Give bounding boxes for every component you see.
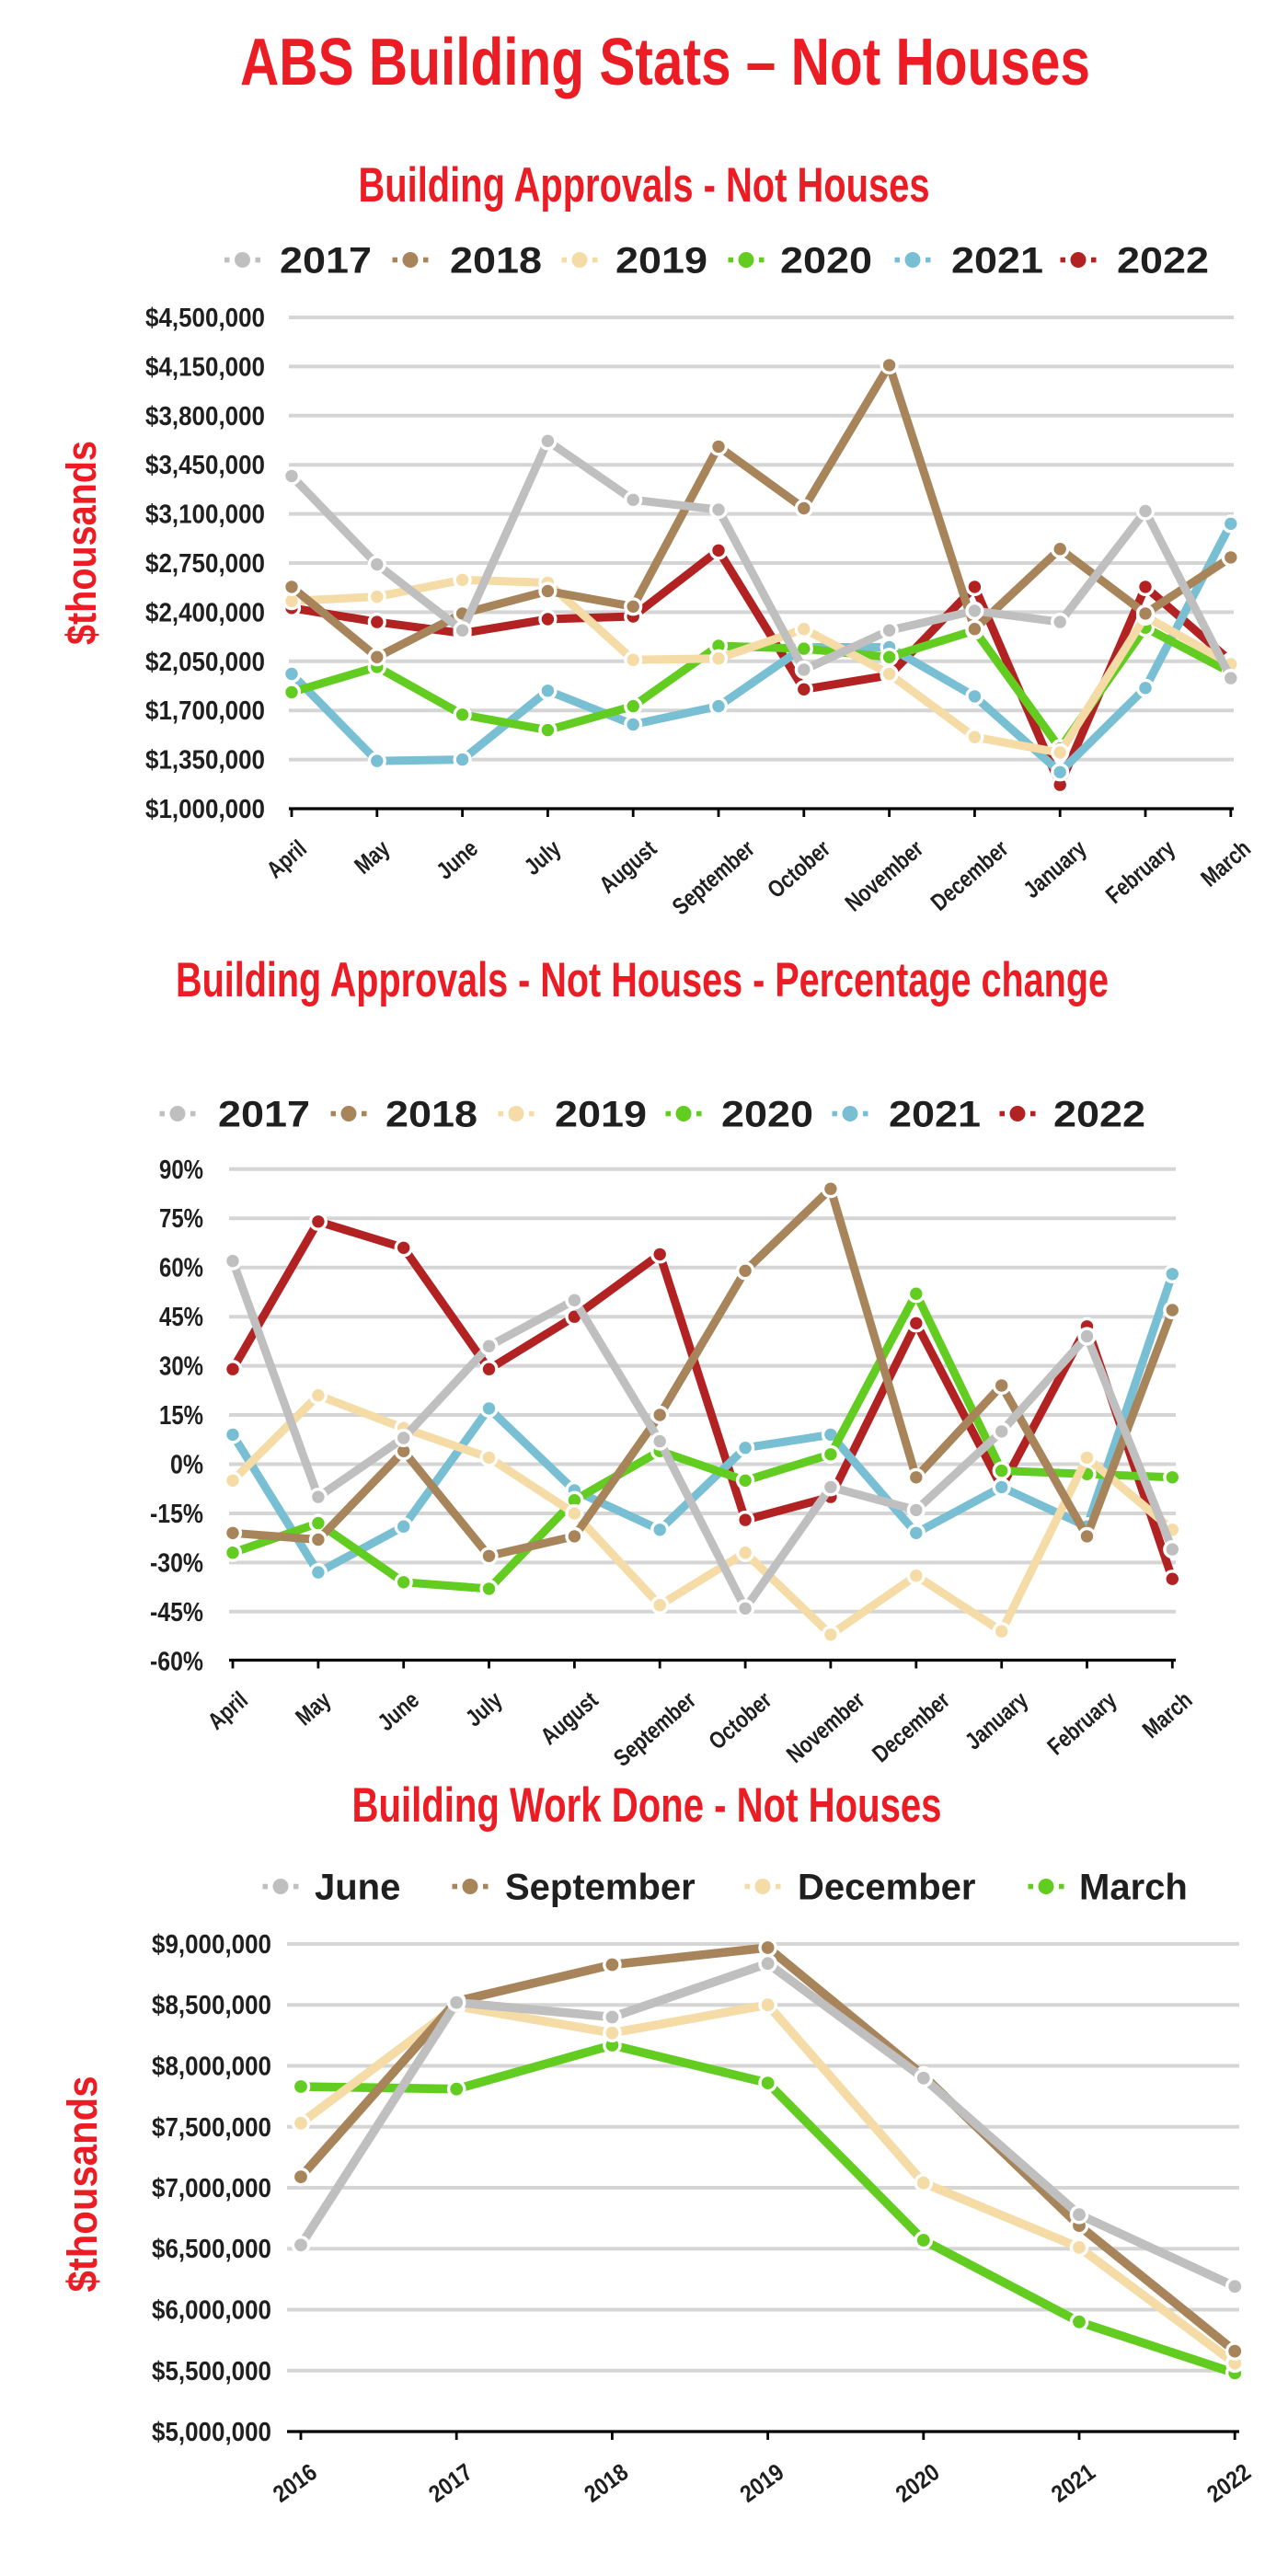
svg-text:September: September: [505, 1867, 696, 1907]
svg-text:2021: 2021: [951, 240, 1043, 281]
svg-text:$1,000,000: $1,000,000: [145, 795, 265, 824]
svg-text:2019: 2019: [615, 240, 707, 281]
svg-text:May: May: [349, 834, 395, 880]
svg-text:0%: 0%: [170, 1451, 203, 1480]
svg-text:Building Approvals - Not House: Building Approvals - Not Houses - Percen…: [176, 953, 1109, 1007]
svg-text:March: March: [1195, 834, 1256, 892]
svg-text:$7,500,000: $7,500,000: [152, 2113, 271, 2143]
svg-text:2022: 2022: [1202, 2458, 1256, 2508]
svg-text:$4,500,000: $4,500,000: [145, 304, 265, 333]
svg-text:$thousands: $thousands: [59, 2076, 106, 2293]
svg-text:$3,450,000: $3,450,000: [145, 451, 265, 480]
svg-text:June: June: [315, 1867, 400, 1907]
svg-text:April: April: [202, 1685, 253, 1734]
svg-text:60%: 60%: [159, 1254, 203, 1283]
svg-text:$9,000,000: $9,000,000: [152, 1930, 271, 1960]
svg-text:September: September: [667, 834, 760, 920]
svg-text:$2,400,000: $2,400,000: [145, 598, 265, 627]
svg-text:-60%: -60%: [150, 1647, 203, 1676]
svg-text:$3,100,000: $3,100,000: [145, 500, 265, 530]
svg-text:2016: 2016: [268, 2458, 322, 2508]
svg-text:-30%: -30%: [150, 1548, 203, 1578]
svg-text:2020: 2020: [780, 240, 872, 281]
svg-text:$1,700,000: $1,700,000: [145, 696, 265, 726]
svg-text:2020: 2020: [721, 1094, 813, 1134]
svg-text:$8,000,000: $8,000,000: [152, 2053, 271, 2082]
svg-text:$2,750,000: $2,750,000: [145, 549, 265, 579]
svg-text:2019: 2019: [735, 2458, 789, 2508]
svg-text:June: June: [431, 834, 483, 885]
svg-text:February: February: [1100, 834, 1180, 909]
svg-text:-15%: -15%: [150, 1500, 203, 1529]
svg-text:$thousands: $thousands: [58, 441, 105, 645]
svg-text:$8,500,000: $8,500,000: [152, 1991, 271, 2020]
svg-text:March: March: [1137, 1685, 1198, 1743]
svg-text:2022: 2022: [1117, 240, 1209, 281]
svg-text:$3,800,000: $3,800,000: [145, 402, 265, 431]
svg-text:August: August: [535, 1685, 604, 1750]
svg-text:2017: 2017: [280, 240, 372, 281]
svg-text:Building Approvals - Not House: Building Approvals - Not Houses: [359, 158, 930, 213]
svg-text:June: June: [372, 1685, 424, 1736]
svg-text:2018: 2018: [450, 240, 542, 281]
svg-text:$6,000,000: $6,000,000: [152, 2296, 271, 2326]
svg-text:Building Work Done - Not House: Building Work Done - Not Houses: [352, 1778, 942, 1833]
svg-text:January: January: [1018, 834, 1091, 903]
svg-text:45%: 45%: [159, 1303, 203, 1332]
svg-text:15%: 15%: [159, 1401, 203, 1431]
svg-text:$5,000,000: $5,000,000: [152, 2418, 271, 2447]
svg-text:$5,500,000: $5,500,000: [152, 2357, 271, 2386]
svg-text:2021: 2021: [1046, 2458, 1100, 2508]
svg-text:November: November: [781, 1685, 870, 1768]
svg-text:-45%: -45%: [150, 1598, 203, 1627]
svg-text:October: October: [762, 834, 835, 903]
svg-text:2020: 2020: [891, 2458, 945, 2508]
svg-text:$6,500,000: $6,500,000: [152, 2235, 271, 2264]
svg-text:January: January: [960, 1685, 1033, 1754]
svg-text:May: May: [290, 1685, 336, 1731]
svg-text:2018: 2018: [579, 2458, 633, 2508]
svg-text:2021: 2021: [889, 1094, 981, 1134]
svg-text:December: December: [867, 1685, 955, 1767]
svg-text:August: August: [593, 834, 661, 899]
svg-text:October: October: [703, 1685, 776, 1754]
svg-text:90%: 90%: [159, 1156, 203, 1185]
svg-text:December: December: [798, 1867, 975, 1907]
svg-text:$7,000,000: $7,000,000: [152, 2174, 271, 2203]
svg-text:30%: 30%: [159, 1352, 203, 1382]
svg-text:ABS Building Stats – Not House: ABS Building Stats – Not Houses: [240, 26, 1090, 99]
svg-text:April: April: [261, 834, 312, 883]
svg-text:$2,050,000: $2,050,000: [145, 648, 265, 677]
svg-text:February: February: [1041, 1685, 1121, 1760]
svg-text:July: July: [460, 1685, 508, 1731]
svg-text:March: March: [1079, 1867, 1188, 1907]
svg-text:2019: 2019: [555, 1094, 647, 1134]
svg-text:2022: 2022: [1053, 1094, 1145, 1134]
svg-text:November: November: [839, 834, 928, 917]
svg-text:2018: 2018: [385, 1094, 477, 1134]
svg-text:75%: 75%: [159, 1204, 203, 1234]
svg-text:$1,350,000: $1,350,000: [145, 746, 265, 776]
svg-text:2017: 2017: [218, 1094, 310, 1134]
svg-text:2017: 2017: [423, 2458, 477, 2508]
svg-text:September: September: [608, 1685, 701, 1771]
svg-text:July: July: [519, 834, 567, 880]
svg-text:December: December: [926, 834, 1014, 916]
svg-text:$4,150,000: $4,150,000: [145, 352, 265, 382]
